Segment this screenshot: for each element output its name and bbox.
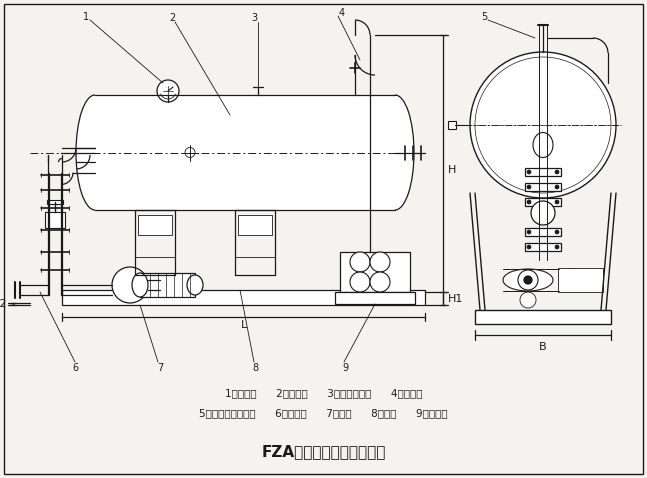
Circle shape xyxy=(112,267,148,303)
Bar xyxy=(525,183,561,191)
Circle shape xyxy=(555,185,559,189)
Text: 2: 2 xyxy=(169,13,175,23)
Circle shape xyxy=(524,276,532,284)
Ellipse shape xyxy=(503,269,553,291)
Circle shape xyxy=(527,230,531,234)
Circle shape xyxy=(470,52,616,198)
Bar xyxy=(62,290,425,305)
Ellipse shape xyxy=(187,275,203,295)
Bar xyxy=(95,95,395,210)
Circle shape xyxy=(567,274,579,286)
Circle shape xyxy=(555,170,559,174)
Circle shape xyxy=(555,230,559,234)
Ellipse shape xyxy=(376,95,414,210)
Ellipse shape xyxy=(76,95,114,210)
Ellipse shape xyxy=(132,273,148,297)
Bar xyxy=(475,310,611,324)
Text: L: L xyxy=(241,320,247,330)
Bar xyxy=(558,268,603,292)
Text: H: H xyxy=(448,165,456,175)
Text: 5、浮球液位控制器      6、进水口      7、水泵      8、机架      9、空压机: 5、浮球液位控制器 6、进水口 7、水泵 8、机架 9、空压机 xyxy=(199,408,448,418)
Circle shape xyxy=(157,80,179,102)
Circle shape xyxy=(518,270,538,290)
Text: 9: 9 xyxy=(342,363,348,373)
Text: FZA型溶气系统安装尺寸图: FZA型溶气系统安装尺寸图 xyxy=(261,445,386,459)
Text: 7: 7 xyxy=(157,363,163,373)
Circle shape xyxy=(350,252,370,272)
Circle shape xyxy=(555,245,559,249)
Circle shape xyxy=(475,57,611,193)
Text: 1、压力表      2、溶气灌      3、溶气出水口      4、安全阀: 1、压力表 2、溶气灌 3、溶气出水口 4、安全阀 xyxy=(225,388,422,398)
Circle shape xyxy=(555,200,559,204)
Circle shape xyxy=(527,185,531,189)
Text: 1: 1 xyxy=(83,12,89,22)
Circle shape xyxy=(370,272,390,292)
Bar xyxy=(448,121,456,129)
Text: 6: 6 xyxy=(72,363,78,373)
Text: B: B xyxy=(539,342,547,352)
Bar xyxy=(525,228,561,236)
Bar xyxy=(335,292,415,304)
Circle shape xyxy=(350,272,370,292)
Ellipse shape xyxy=(533,132,553,157)
Circle shape xyxy=(527,200,531,204)
Bar xyxy=(138,215,172,235)
Bar xyxy=(340,252,410,292)
Circle shape xyxy=(531,201,555,225)
Text: 5: 5 xyxy=(481,12,487,22)
Bar xyxy=(47,200,63,204)
Bar xyxy=(525,198,561,206)
Text: H2: H2 xyxy=(0,299,7,309)
Circle shape xyxy=(520,292,536,308)
Text: 4: 4 xyxy=(339,8,345,18)
Circle shape xyxy=(370,252,390,272)
Ellipse shape xyxy=(559,269,587,291)
Bar xyxy=(525,168,561,176)
Circle shape xyxy=(527,245,531,249)
Text: H1: H1 xyxy=(448,293,463,304)
Bar xyxy=(238,215,272,235)
Circle shape xyxy=(527,170,531,174)
Bar xyxy=(525,243,561,251)
Text: 3: 3 xyxy=(251,13,257,23)
Bar xyxy=(140,273,195,297)
Text: 8: 8 xyxy=(252,363,258,373)
Bar xyxy=(45,212,65,228)
